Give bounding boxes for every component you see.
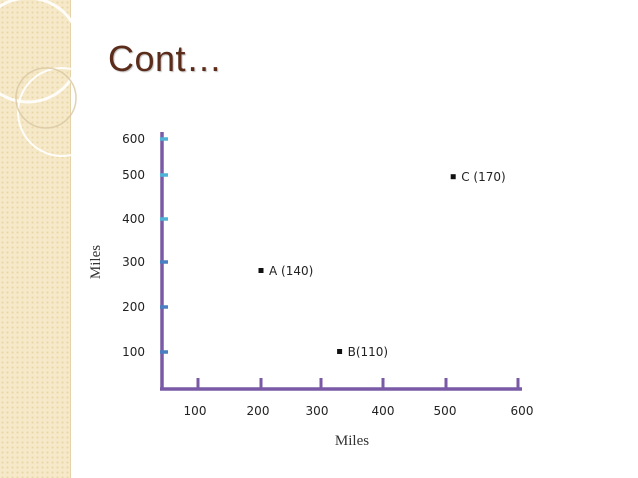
- data-point-label: C (170): [461, 170, 505, 184]
- slide-title: Cont…: [108, 38, 223, 79]
- y-tick-label: 500: [122, 168, 145, 182]
- circle-decoration: [0, 0, 107, 157]
- data-point-label: B(110): [348, 345, 389, 359]
- data-point-marker: [258, 268, 264, 273]
- x-tick-label: 300: [306, 404, 329, 418]
- x-tick-label: 200: [247, 404, 270, 418]
- y-tick-label: 400: [122, 212, 145, 226]
- x-axis-title: Miles: [335, 433, 369, 449]
- decorative-sidebar: [0, 0, 107, 478]
- x-tick-label: 600: [511, 404, 534, 418]
- y-axis-title: Miles: [88, 245, 104, 279]
- y-tick-label: 300: [122, 255, 145, 269]
- data-point-marker: [337, 349, 343, 354]
- y-tick-label: 100: [122, 345, 145, 359]
- y-tick-label: 600: [122, 132, 145, 146]
- data-point-label: A (140): [269, 264, 313, 278]
- y-tick-label: 200: [122, 300, 145, 314]
- data-point-marker: [450, 174, 456, 180]
- x-tick-label: 500: [434, 404, 457, 418]
- x-tick-label: 100: [184, 404, 207, 418]
- x-tick-label: 400: [372, 404, 395, 418]
